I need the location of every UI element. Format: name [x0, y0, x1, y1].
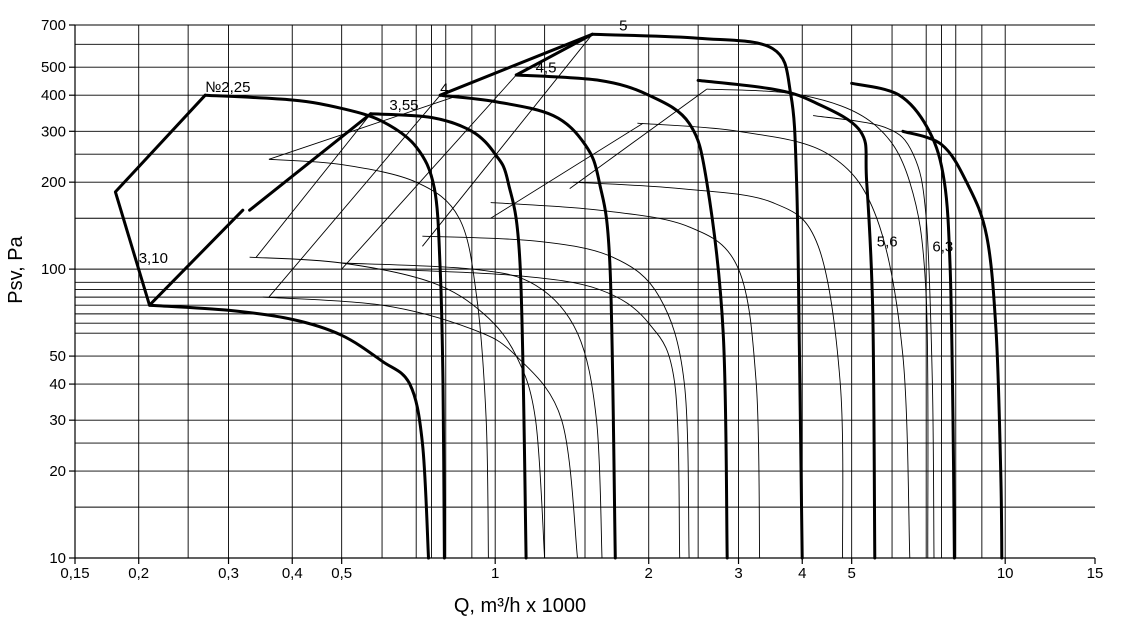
fan-curve [696, 78, 877, 560]
x-tick-label: 0,2 [128, 565, 149, 582]
connector-line [248, 112, 373, 212]
curve-label: №2,25 [205, 79, 250, 96]
curve-label: 5,6 [877, 233, 898, 250]
connector-line [113, 93, 245, 307]
connector-line [438, 32, 594, 97]
curve-label: 4,5 [536, 59, 557, 76]
y-tick-label: 300 [41, 123, 66, 140]
y-tick-label: 100 [41, 261, 66, 278]
x-tick-label: 10 [997, 565, 1014, 582]
curve-label: 3,55 [389, 97, 418, 114]
y-tick-label: 30 [49, 412, 66, 429]
y-tick-label: 10 [49, 550, 66, 567]
x-tick-label: 5 [847, 565, 855, 582]
fan-curve [369, 112, 528, 560]
fan-curve-thin [706, 88, 929, 559]
fan-curve [438, 93, 617, 560]
y-tick-label: 50 [49, 348, 66, 365]
fan-curve-thin [249, 256, 546, 559]
y-axis-title: Psv, Pa [5, 235, 27, 303]
curve-label: 4 [440, 81, 448, 98]
fan-curve-thin [572, 181, 844, 559]
curve-label: 3,10 [139, 250, 168, 267]
connector-line [268, 94, 460, 160]
fan-curve [901, 129, 1004, 560]
x-tick-label: 0,5 [331, 565, 352, 582]
x-tick-label: 2 [645, 565, 653, 582]
grid [75, 24, 1095, 558]
x-tick-label: 0,3 [218, 565, 239, 582]
connector-line [569, 88, 708, 189]
connector-line [514, 32, 594, 77]
fan-curve-thin [422, 235, 690, 559]
fan-curve [850, 81, 956, 560]
connector-line [490, 122, 644, 219]
fan-curve [148, 303, 430, 560]
connector-line [422, 34, 593, 247]
connector-line [268, 94, 441, 298]
x-tick-label: 3 [734, 565, 742, 582]
fan-curve-thin [490, 202, 761, 559]
fan-curve-thin [262, 296, 578, 559]
x-tick-label: 4 [798, 565, 806, 582]
y-tick-label: 400 [41, 87, 66, 104]
x-tick-label: 0,4 [282, 565, 303, 582]
fan-curve-thin [813, 115, 935, 559]
axes [69, 24, 1096, 564]
connector-line [255, 113, 372, 258]
fan-curve-thin [341, 262, 603, 559]
y-tick-label: 20 [49, 463, 66, 480]
x-tick-label: 15 [1087, 565, 1104, 582]
fan-curve [203, 93, 446, 560]
y-tick-label: 700 [41, 17, 66, 34]
fan-curve-thin [637, 122, 911, 559]
fan-curve [590, 32, 804, 560]
y-tick-label: 200 [41, 174, 66, 191]
curves: №2,25 3,10 3,55 4 4,5 5 5,6 6,3 [113, 17, 1004, 560]
curve-label: 6,3 [932, 239, 953, 256]
tick-labels: 0,15 0,2 0,3 0,4 0,5 1 2 3 4 5 10 15 10 20 30 40 50 100 20… [41, 17, 1103, 582]
x-tick-label: 1 [491, 565, 499, 582]
y-tick-label: 500 [41, 59, 66, 76]
fan-curve [514, 73, 729, 560]
x-axis-title: Q, m³/h x 1000 [454, 595, 586, 617]
curve-label: 5 [619, 17, 627, 34]
fan-curve-thin [382, 268, 681, 559]
x-tick-label: 0,15 [60, 565, 89, 582]
y-tick-label: 40 [49, 376, 66, 393]
